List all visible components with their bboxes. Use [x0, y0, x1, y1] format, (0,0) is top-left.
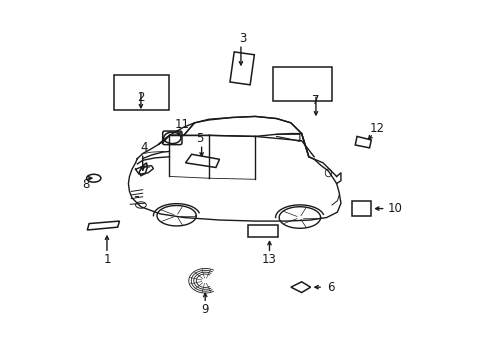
Bar	[272, 67, 331, 102]
Polygon shape	[290, 282, 310, 293]
Text: 9: 9	[201, 303, 208, 316]
Polygon shape	[185, 154, 219, 167]
Polygon shape	[87, 221, 119, 230]
Ellipse shape	[163, 132, 181, 144]
Ellipse shape	[135, 202, 146, 208]
Ellipse shape	[86, 174, 101, 182]
Text: 2: 2	[137, 91, 144, 104]
Text: 13: 13	[262, 253, 276, 266]
Text: 3: 3	[239, 32, 246, 45]
Ellipse shape	[325, 169, 331, 177]
Bar	[247, 225, 278, 237]
Polygon shape	[229, 52, 254, 85]
Polygon shape	[354, 136, 370, 148]
Bar	[114, 75, 169, 111]
Text: 6: 6	[326, 281, 333, 294]
Polygon shape	[139, 163, 147, 176]
Text: 1: 1	[103, 253, 110, 266]
Text: 10: 10	[386, 202, 402, 215]
Text: 7: 7	[311, 94, 319, 107]
Text: 4: 4	[141, 141, 148, 154]
Text: 8: 8	[81, 178, 89, 191]
Bar	[351, 202, 370, 216]
Text: 11: 11	[174, 118, 189, 131]
Text: 5: 5	[196, 132, 203, 145]
Text: 12: 12	[368, 122, 384, 135]
Polygon shape	[166, 133, 175, 138]
